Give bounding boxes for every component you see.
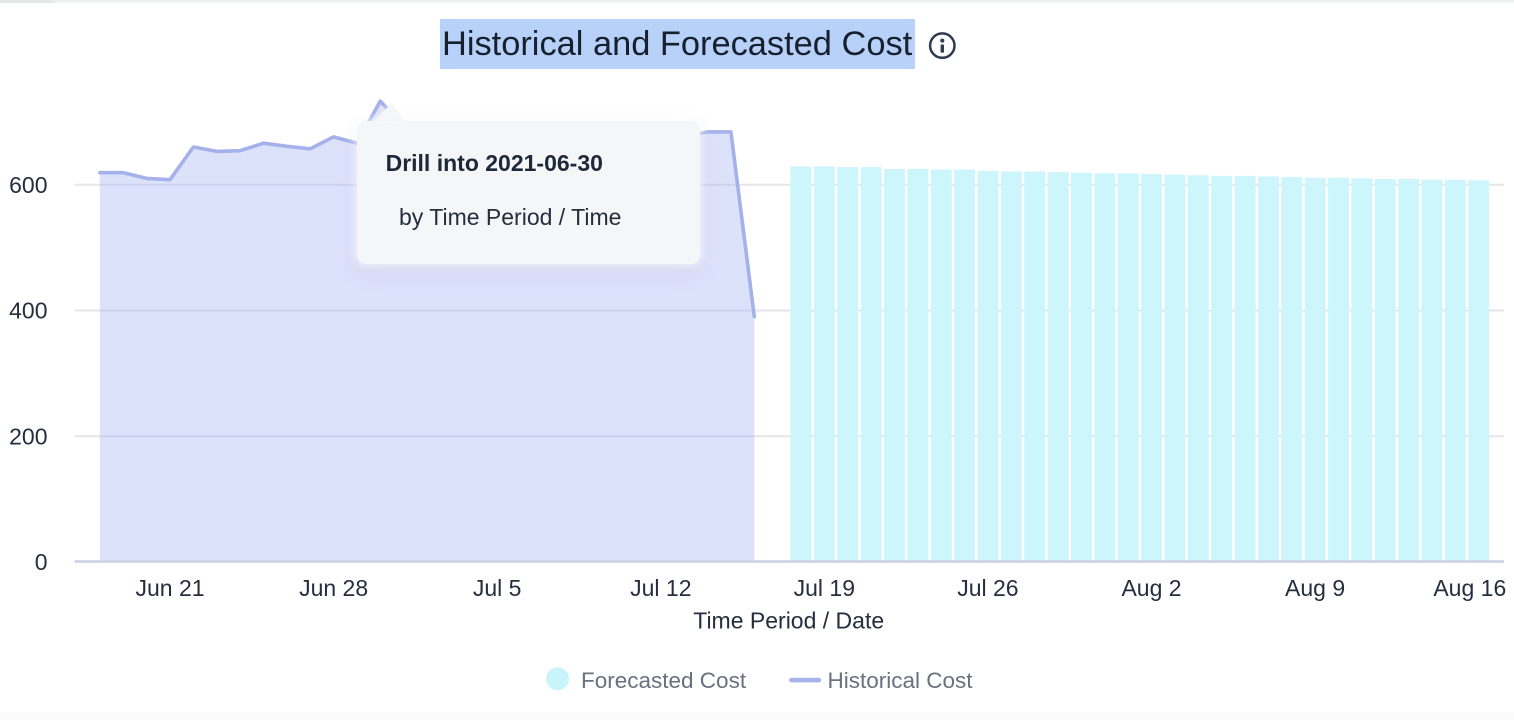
svg-text:Aug 16: Aug 16 — [1433, 575, 1506, 601]
svg-text:Aug 2: Aug 2 — [1121, 575, 1181, 601]
svg-text:Jul 26: Jul 26 — [957, 575, 1018, 601]
svg-text:200: 200 — [9, 423, 47, 449]
svg-text:Jun 28: Jun 28 — [299, 575, 368, 601]
svg-text:600: 600 — [9, 172, 47, 198]
svg-text:Time Period / Date: Time Period / Date — [693, 608, 884, 634]
svg-text:Aug 9: Aug 9 — [1285, 575, 1345, 601]
svg-text:Forecasted Cost: Forecasted Cost — [581, 668, 747, 693]
svg-text:Jul 12: Jul 12 — [630, 575, 691, 601]
svg-text:Jul 5: Jul 5 — [473, 575, 522, 601]
svg-text:Jul 19: Jul 19 — [794, 575, 855, 601]
svg-text:400: 400 — [9, 298, 47, 324]
svg-text:Jun 21: Jun 21 — [135, 575, 204, 601]
svg-text:Historical Cost: Historical Cost — [828, 668, 974, 693]
svg-text:0: 0 — [35, 549, 48, 575]
